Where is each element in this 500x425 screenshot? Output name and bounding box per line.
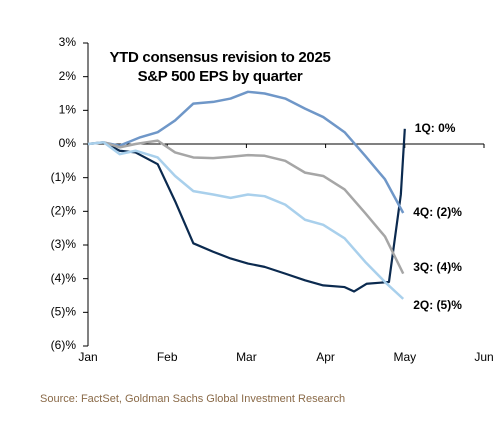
y-tick-label: (5)% xyxy=(51,305,77,319)
x-tick-label: Feb xyxy=(157,350,178,364)
x-tick-label: Jan xyxy=(78,350,97,364)
x-tick-label: Jun xyxy=(474,350,493,364)
series-line xyxy=(87,90,405,214)
series-label: 4Q: (2)% xyxy=(413,205,462,219)
series-line xyxy=(87,139,405,275)
y-tick-label: 1% xyxy=(59,103,77,117)
y-tick-label: (4)% xyxy=(51,271,77,285)
x-tick-label: Apr xyxy=(316,350,335,364)
y-tick-label: (2)% xyxy=(51,204,77,218)
chart-title: YTD consensus revision to 2025 S&P 500 E… xyxy=(109,49,331,85)
series-label: 1Q: 0% xyxy=(415,121,456,135)
series-line xyxy=(87,128,406,293)
x-tick-label: May xyxy=(393,350,416,364)
y-tick-label: 3% xyxy=(59,35,77,49)
source-note: Source: FactSet, Goldman Sachs Global In… xyxy=(40,393,346,405)
y-tick-label: 0% xyxy=(59,136,77,150)
y-tick-label: (1)% xyxy=(51,170,77,184)
series-label: 3Q: (4)% xyxy=(413,260,462,274)
y-tick-label: (3)% xyxy=(51,237,77,251)
y-tick-label: (6)% xyxy=(51,338,77,352)
y-tick-label: 2% xyxy=(59,69,77,83)
x-tick-label: Mar xyxy=(236,350,257,364)
series-line xyxy=(87,141,405,300)
series-label: 2Q: (5)% xyxy=(413,298,462,312)
